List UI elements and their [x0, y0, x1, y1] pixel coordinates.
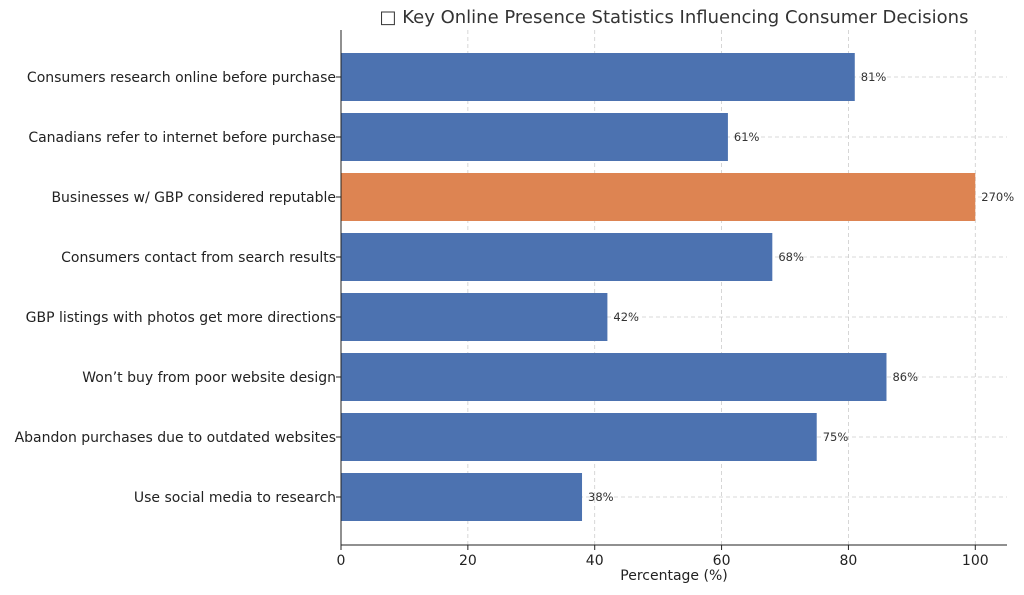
bar [341, 53, 855, 101]
data-label: 81% [861, 70, 887, 84]
x-tick-label: 20 [459, 553, 477, 569]
bar [341, 233, 773, 281]
data-label: 75% [823, 430, 849, 444]
y-tick-label: GBP listings with photos get more direct… [26, 310, 336, 326]
x-tick-label: 80 [840, 553, 858, 569]
data-label: 68% [778, 250, 804, 264]
bar [341, 353, 887, 401]
y-tick-label: Businesses w/ GBP considered reputable [51, 190, 336, 206]
chart-title: □ Key Online Presence Statistics Influen… [380, 7, 969, 28]
y-tick-label: Use social media to research [134, 490, 336, 506]
x-axis-label: Percentage (%) [620, 568, 727, 584]
bar [341, 113, 728, 161]
y-tick-label: Consumers contact from search results [61, 250, 336, 266]
data-label: 86% [892, 370, 918, 384]
bar [341, 473, 583, 521]
x-tick-label: 0 [337, 553, 346, 569]
y-tick-label: Canadians refer to internet before purch… [28, 130, 336, 146]
bar [341, 413, 817, 461]
data-label: 38% [588, 490, 614, 504]
y-tick-label: Consumers research online before purchas… [27, 70, 336, 86]
y-tick-label: Abandon purchases due to outdated websit… [15, 430, 336, 446]
bar [341, 173, 976, 221]
x-tick-label: 60 [713, 553, 731, 569]
bar [341, 293, 608, 341]
data-label: 61% [734, 130, 760, 144]
y-tick-label: Won’t buy from poor website design [82, 370, 336, 386]
x-tick-label: 40 [586, 553, 604, 569]
data-label: 42% [613, 310, 639, 324]
x-tick-label: 100 [962, 553, 989, 569]
data-label: 270% [981, 190, 1014, 204]
